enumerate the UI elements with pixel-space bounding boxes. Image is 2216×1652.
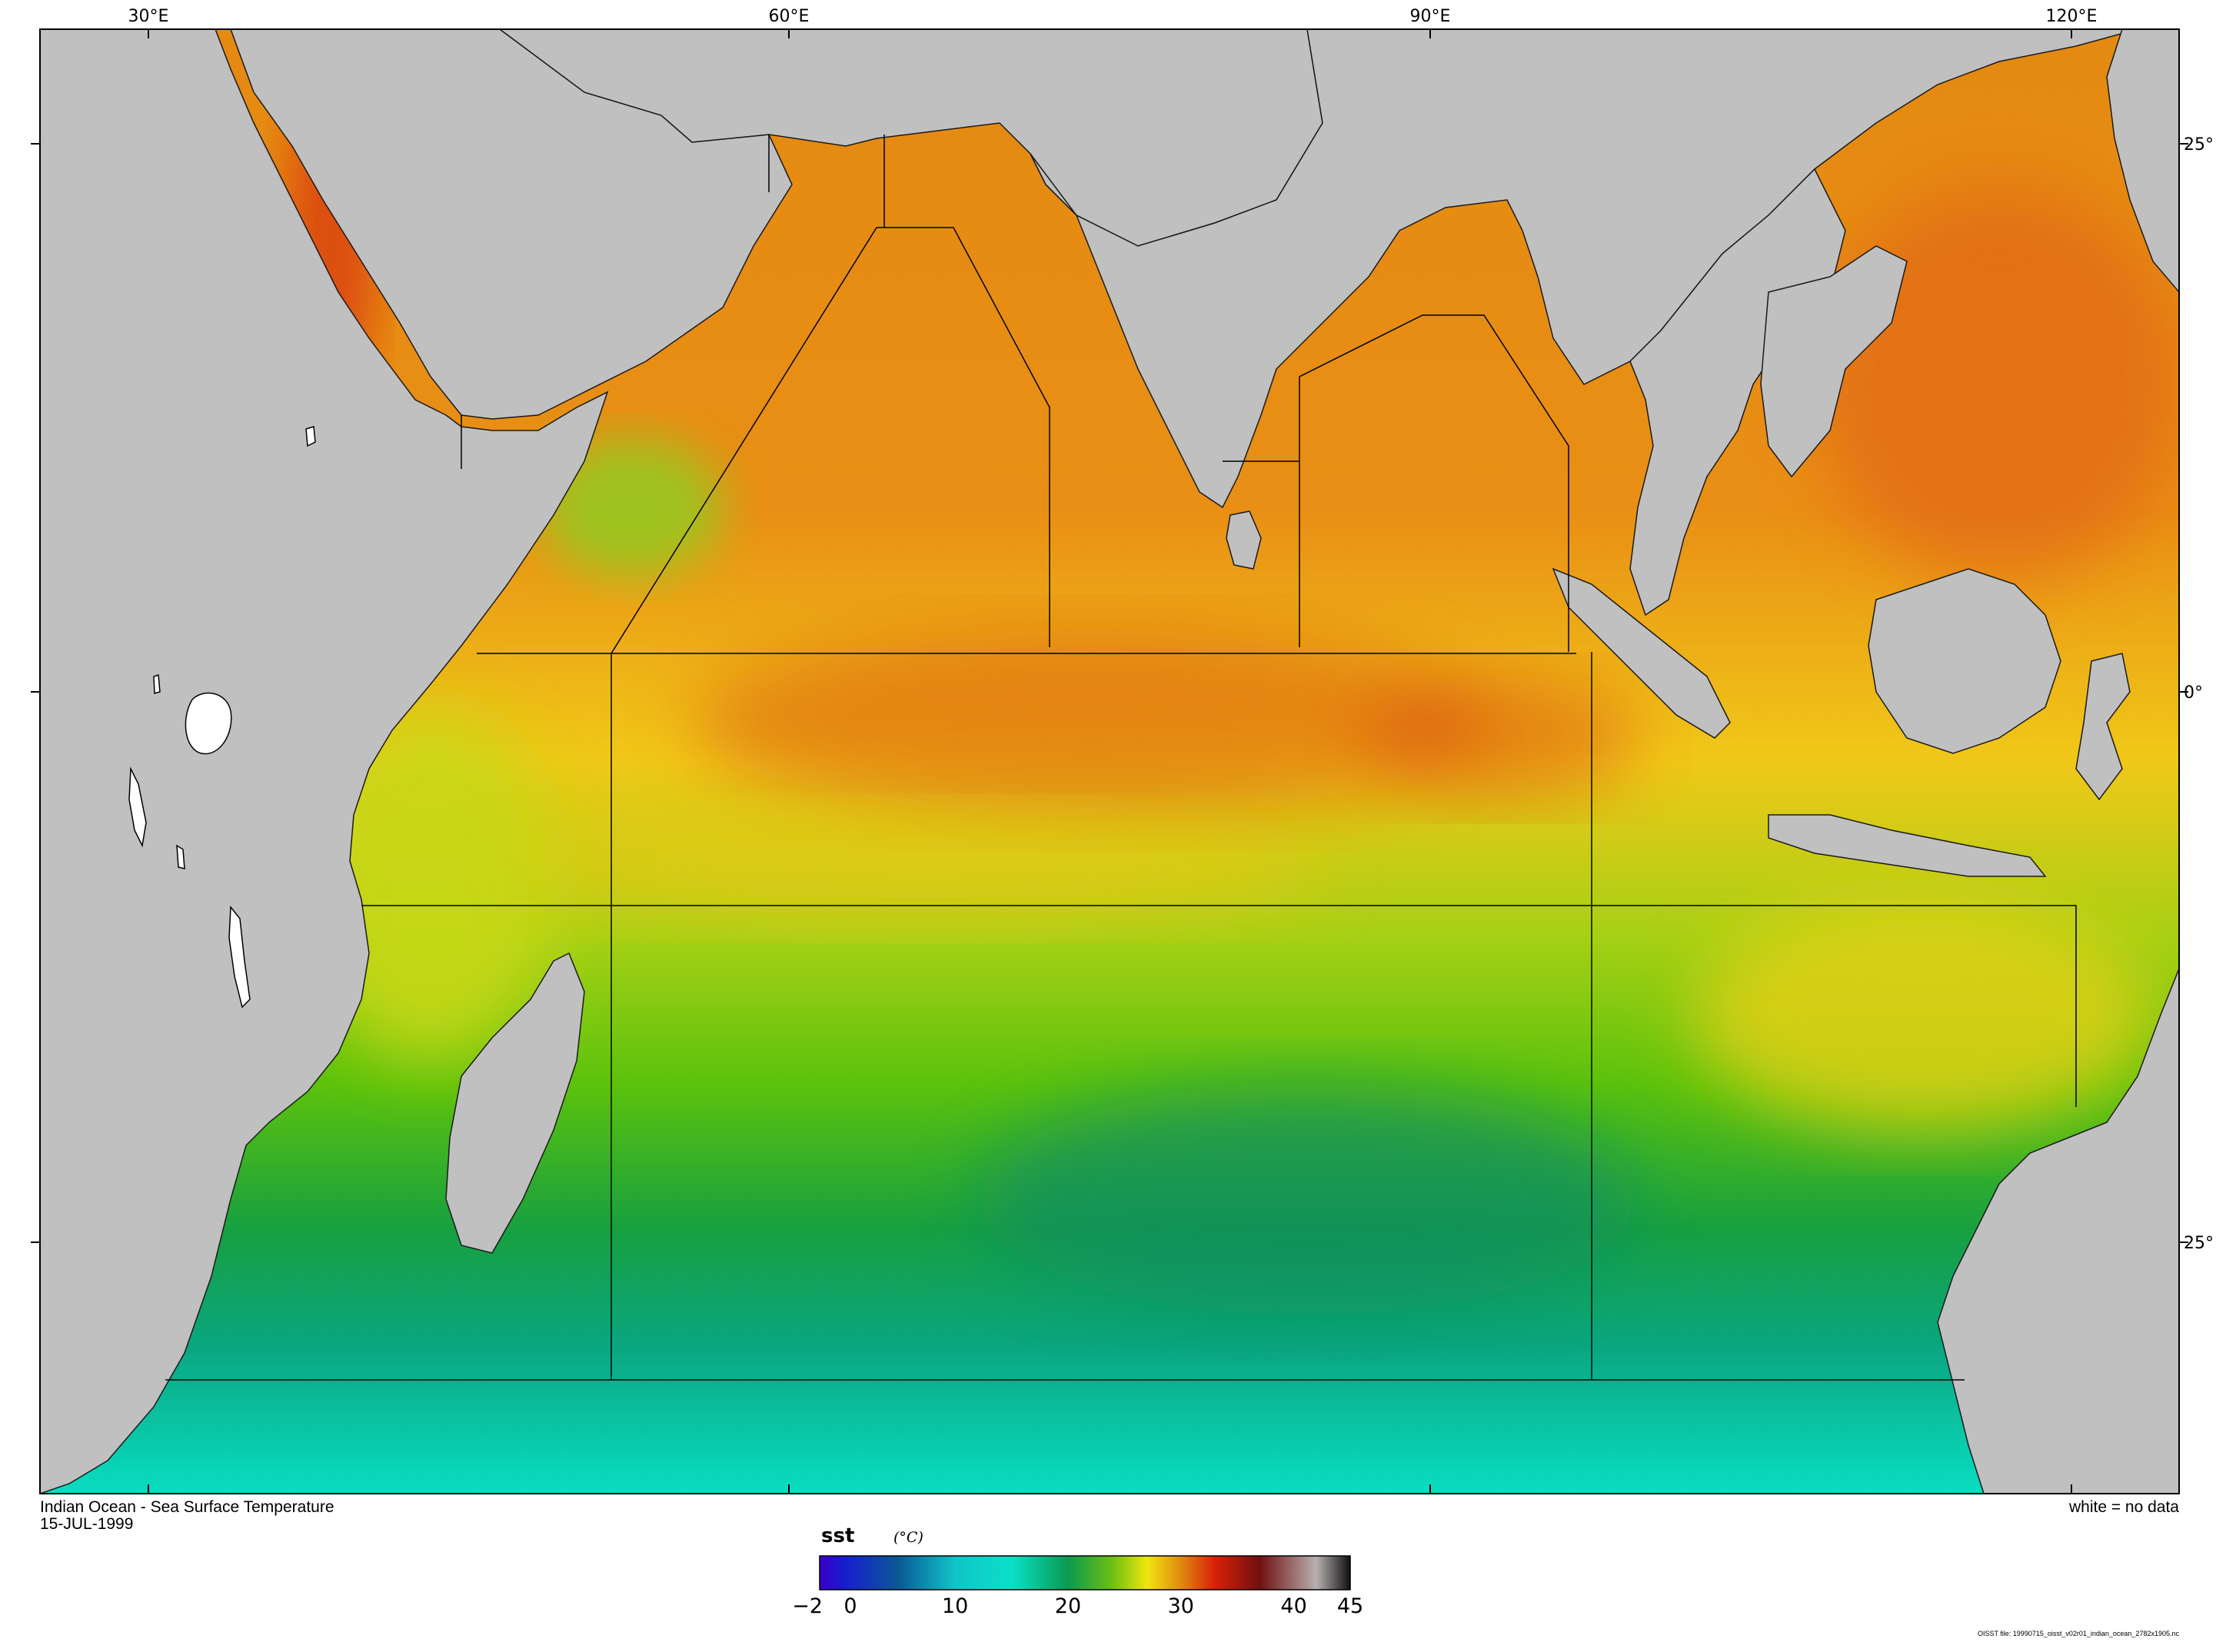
- land-india: [1030, 29, 2138, 509]
- lat-label-25s: 25°: [2184, 1234, 2214, 1253]
- boundary-gulf: [768, 135, 885, 228]
- graticule-ticks: [31, 29, 2188, 1494]
- boundary-west-arabian: [611, 227, 1050, 1380]
- land-africa: [40, 29, 609, 1494]
- land-masses: [40, 29, 2179, 1494]
- no-data-patches: [128, 426, 316, 1009]
- lon-label-90e: 90°E: [1410, 7, 1451, 26]
- colorbar-tick-label: 45: [1337, 1594, 1363, 1618]
- colorbar-ticks: −2 0 10 20 30 40 45: [792, 1594, 1363, 1618]
- colorbar-title: sst: [821, 1524, 854, 1547]
- latitude-labels: 25° 0° 25°: [2184, 135, 2214, 1253]
- colorbar: sst (°C) −2 0 10 20 30 40 45: [792, 1524, 1363, 1618]
- colorbar-tick-label: 20: [1055, 1594, 1081, 1618]
- colorbar-tick-label: 10: [942, 1594, 968, 1618]
- colorbar-unit: (°C): [893, 1529, 923, 1546]
- colorbar-tick-label: 30: [1168, 1594, 1194, 1618]
- lon-label-60e: 60°E: [769, 7, 810, 26]
- land-indochina-peninsula: [1760, 245, 1908, 478]
- land-southeast-asia: [1629, 168, 1846, 617]
- land-java: [1768, 814, 2047, 877]
- sst-warm-cool-patches: [284, 77, 2179, 1315]
- colorbar-tick-label: 0: [843, 1594, 857, 1618]
- map-area: [40, 29, 2179, 1494]
- lon-label-30e: 30°E: [128, 7, 169, 26]
- land-borneo: [1868, 568, 2061, 754]
- map-date: 15-JUL-1999: [40, 1515, 133, 1533]
- colorbar-tick-label: −2: [792, 1594, 823, 1618]
- map-title: Indian Ocean - Sea Surface Temperature: [40, 1498, 334, 1516]
- land-sri-lanka: [1226, 510, 1262, 570]
- land-east-asia-corner: [2106, 29, 2179, 294]
- colorbar-ramp: [819, 1555, 1351, 1591]
- source-file-note: OISST file: 19990715_oisst_v02r01_indian…: [1978, 1630, 2180, 1637]
- no-data-note: white = no data: [2068, 1498, 2179, 1516]
- boundary-lat-15s: [361, 905, 2077, 1107]
- land-sulawesi: [2075, 653, 2131, 801]
- land-madagascar: [445, 952, 585, 1254]
- land-sumatra: [1552, 567, 1731, 739]
- lon-label-120e: 120°E: [2046, 7, 2098, 26]
- region-boundaries: [165, 135, 2077, 1381]
- colorbar-tick-label: 40: [1280, 1594, 1306, 1618]
- lat-label-25n: 25°: [2184, 135, 2214, 155]
- boundary-bay-bengal: [1299, 314, 1569, 652]
- lat-label-equator: 0°: [2184, 683, 2203, 703]
- longitude-labels: 30°E 60°E 90°E 120°E: [128, 7, 2098, 26]
- land-australia: [1937, 907, 2179, 1494]
- map-frame: [39, 28, 2180, 1494]
